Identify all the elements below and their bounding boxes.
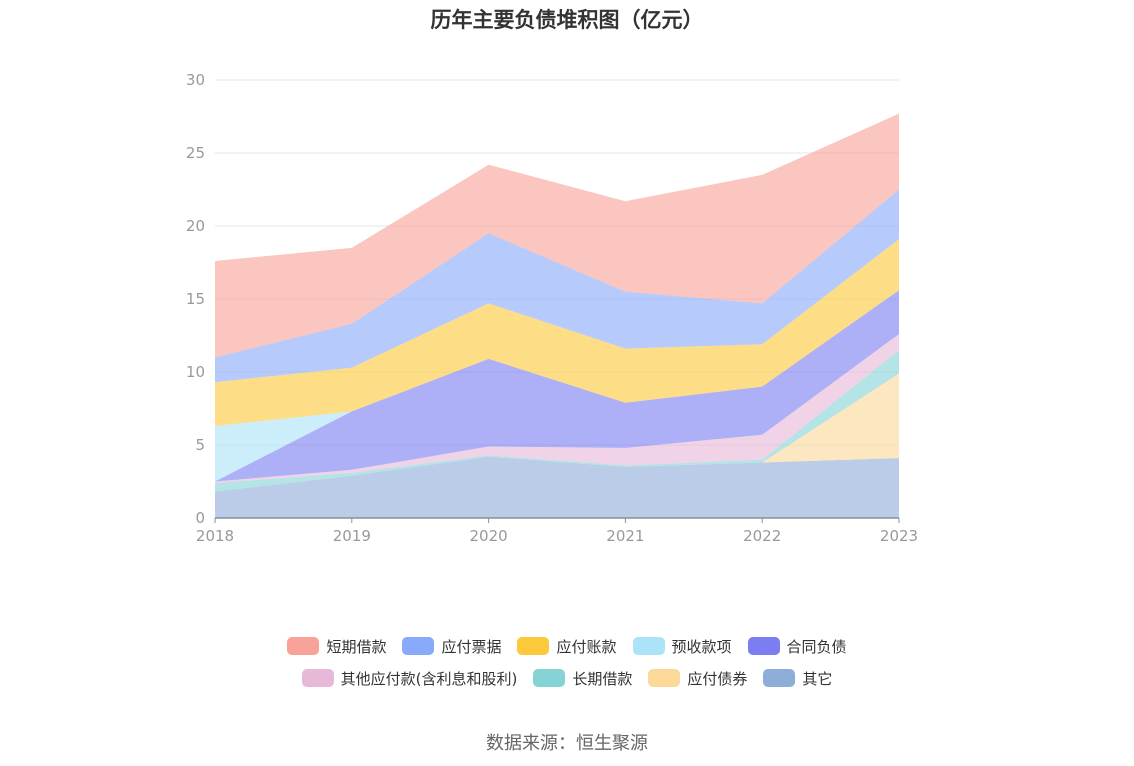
area-series-6[interactable] (215, 239, 899, 426)
legend-item[interactable]: 合同负债 (747, 636, 847, 657)
x-tick-label: 2018 (196, 527, 234, 545)
x-tick-label: 2021 (606, 527, 644, 545)
area-series-0[interactable] (215, 456, 899, 518)
x-tick-label: 2020 (470, 527, 508, 545)
axes: 0 5 10 15 20 25 30 2018 2019 2020 2021 2022 2023 (186, 71, 918, 545)
y-tick-label: 5 (195, 436, 205, 454)
chart-title: 历年主要负债堆积图（亿元） (430, 8, 704, 32)
area-series (215, 113, 899, 518)
legend-swatch (402, 637, 435, 655)
area-series-8[interactable] (215, 113, 899, 358)
area-series-7[interactable] (215, 189, 899, 383)
y-tick-label: 10 (186, 363, 205, 381)
legend-label: 其他应付款(含利息和股利) (340, 669, 518, 688)
legend-swatch (287, 637, 320, 655)
x-tick-label: 2022 (743, 527, 781, 545)
legend-item[interactable]: 长期借款 (533, 668, 632, 689)
legend-item[interactable]: 应付账款 (517, 636, 617, 657)
legend-label: 应付账款 (556, 637, 617, 656)
legend-label: 其它 (802, 669, 833, 688)
y-tick-label: 20 (186, 217, 205, 235)
legend-label: 长期借款 (572, 669, 633, 688)
legend-item[interactable]: 应付债券 (648, 668, 747, 689)
legend-swatch (763, 669, 796, 687)
legend: 短期借款 应付票据 应付账款 预收款项 合同负债其他应付款(含利息和股利) 长期借款 应付债… (0, 630, 1134, 694)
source-note: 数据来源：恒生聚源 (486, 733, 648, 754)
legend-item[interactable]: 应付票据 (402, 636, 501, 657)
legend-item[interactable]: 预收款项 (632, 636, 732, 657)
legend-label: 预收款项 (671, 637, 732, 656)
legend-swatch (301, 669, 334, 687)
legend-swatch (648, 669, 681, 687)
y-tick-label: 25 (186, 144, 205, 162)
y-tick-label: 15 (186, 290, 205, 308)
legend-swatch (533, 669, 566, 687)
legend-item[interactable]: 其它 (763, 668, 832, 689)
x-tick-label: 2019 (333, 527, 371, 545)
x-tick-label: 2023 (880, 527, 918, 545)
legend-swatch (747, 637, 780, 655)
y-tick-label: 0 (195, 509, 205, 527)
y-tick-label: 30 (186, 71, 205, 89)
legend-label: 合同负债 (786, 637, 847, 656)
legend-row: 短期借款 应付票据 应付账款 预收款项 合同负债 (0, 630, 1134, 662)
legend-row: 其他应付款(含利息和股利) 长期借款 应付债券 其它 (0, 662, 1134, 694)
legend-item[interactable]: 其他应付款(含利息和股利) (301, 668, 518, 689)
legend-swatch (632, 637, 665, 655)
legend-label: 短期借款 (326, 637, 387, 656)
legend-label: 应付票据 (441, 637, 502, 656)
legend-label: 应付债券 (687, 669, 748, 688)
legend-item[interactable]: 短期借款 (287, 636, 386, 657)
area-series-3[interactable] (215, 334, 899, 483)
area-series-4[interactable] (215, 290, 899, 482)
legend-swatch (517, 637, 550, 655)
